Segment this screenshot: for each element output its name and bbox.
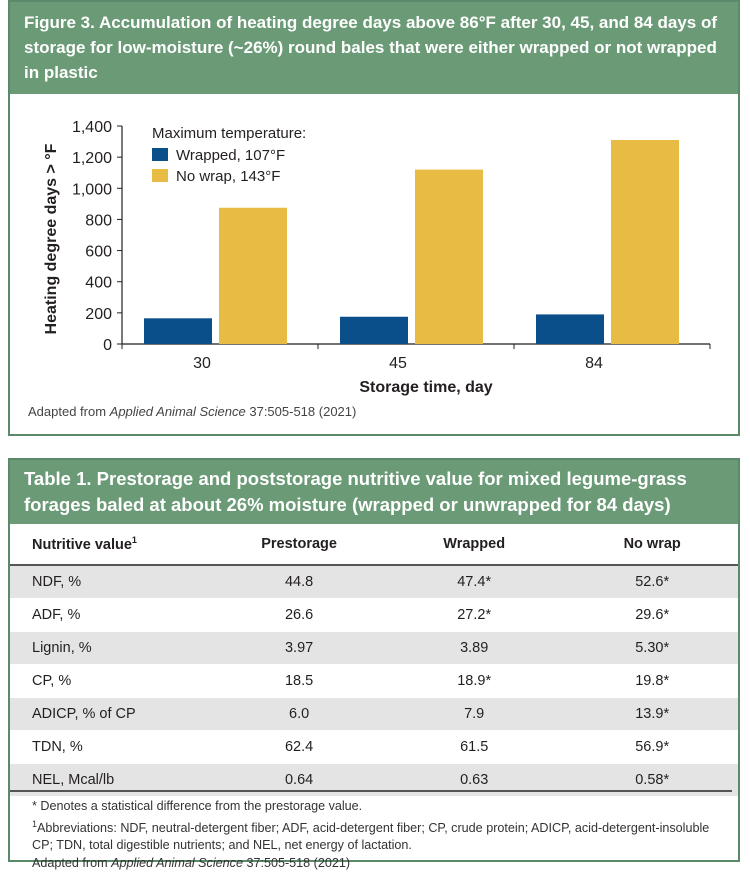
table-source: Adapted from Applied Animal Science 37:5… bbox=[32, 855, 732, 872]
y-tick-label: 1,400 bbox=[72, 119, 112, 136]
table-body: NDF, % 44.8 47.4* 52.6* ADF, % 26.6 27.2* 29.6*… bbox=[10, 565, 738, 797]
bar bbox=[611, 140, 679, 344]
y-tick-label: 1,000 bbox=[72, 181, 112, 198]
table-cell: ADICP, % of CP bbox=[10, 697, 217, 731]
table-cell: 18.9* bbox=[382, 664, 567, 698]
col-header-nowrap: No wrap bbox=[566, 524, 738, 566]
table-row: CP, % 18.5 18.9* 19.8* bbox=[10, 664, 738, 698]
table-title: Table 1. Prestorage and poststorage nutr… bbox=[10, 460, 738, 524]
table-cell: 29.6* bbox=[566, 598, 738, 632]
figure-source: Adapted from Applied Animal Science 37:5… bbox=[28, 404, 356, 419]
note-abbrev-sup: 1 bbox=[32, 818, 38, 829]
table-cell: 27.2* bbox=[382, 598, 567, 632]
bar bbox=[219, 207, 287, 344]
legend-label: Wrapped, 107°F bbox=[176, 147, 285, 164]
table-cell: 56.9* bbox=[566, 730, 738, 764]
bar bbox=[144, 318, 212, 344]
col-header-sup: 1 bbox=[131, 535, 137, 546]
table-row: ADICP, % of CP 6.0 7.9 13.9* bbox=[10, 697, 738, 731]
y-tick-label: 0 bbox=[103, 337, 112, 354]
table-cell: 18.5 bbox=[216, 664, 383, 698]
table-cell: TDN, % bbox=[10, 730, 217, 764]
bar bbox=[340, 316, 408, 344]
table-source-suffix: 37:505-518 (2021) bbox=[242, 855, 351, 870]
nutritive-table: Nutritive value1 Prestorage Wrapped No w… bbox=[10, 524, 738, 797]
y-tick-label: 1,200 bbox=[72, 150, 112, 167]
table-cell: 61.5 bbox=[382, 730, 567, 764]
bar bbox=[415, 169, 483, 344]
x-tick-label: 30 bbox=[193, 355, 211, 372]
y-tick-label: 400 bbox=[85, 275, 112, 292]
table-source-journal: Applied Animal Science bbox=[111, 855, 243, 870]
table-cell: 3.97 bbox=[216, 631, 383, 665]
y-tick-label: 200 bbox=[85, 306, 112, 323]
col-header-wrapped: Wrapped bbox=[382, 524, 567, 566]
table-cell: 5.30* bbox=[566, 631, 738, 665]
y-tick-label: 600 bbox=[85, 244, 112, 261]
table-cell: Lignin, % bbox=[10, 631, 217, 665]
note-star: * Denotes a statistical difference from … bbox=[32, 799, 363, 813]
table-cell: 47.4* bbox=[382, 565, 567, 599]
table-cell: 62.4 bbox=[216, 730, 383, 764]
table-notes: * Denotes a statistical difference from … bbox=[10, 790, 732, 872]
bar bbox=[536, 314, 604, 344]
table-cell: 26.6 bbox=[216, 598, 383, 632]
table-cell: 3.89 bbox=[382, 631, 567, 665]
table-row: ADF, % 26.6 27.2* 29.6* bbox=[10, 598, 738, 632]
table-row: NDF, % 44.8 47.4* 52.6* bbox=[10, 565, 738, 599]
col-header-nutritive-label: Nutritive value bbox=[32, 536, 132, 553]
x-tick-label: 84 bbox=[585, 355, 603, 372]
table-cell: ADF, % bbox=[10, 598, 217, 632]
table-cell: 7.9 bbox=[382, 697, 567, 731]
table-cell: NDF, % bbox=[10, 565, 217, 599]
x-axis-title: Storage time, day bbox=[359, 379, 492, 396]
bar-chart: 0 200 400 600 800 1,000 1,200 1,400 30 45 84 Storag… bbox=[10, 94, 738, 434]
x-tick-label: 45 bbox=[389, 355, 407, 372]
col-header-nutritive: Nutritive value1 bbox=[10, 524, 217, 566]
table-cell: 19.8* bbox=[566, 664, 738, 698]
figure-title: Figure 3. Accumulation of heating degree… bbox=[10, 2, 738, 94]
table-cell: 44.8 bbox=[216, 565, 383, 599]
col-header-prestorage: Prestorage bbox=[216, 524, 383, 566]
table-cell: 13.9* bbox=[566, 697, 738, 731]
legend-swatch bbox=[152, 148, 168, 161]
legend-title: Maximum temperature: bbox=[152, 125, 306, 142]
table-panel: Table 1. Prestorage and poststorage nutr… bbox=[8, 458, 740, 870]
figure-source-suffix: 37:505-518 (2021) bbox=[245, 404, 357, 419]
note-abbrev-block: 1Abbreviations: NDF, neutral-detergent f… bbox=[32, 816, 732, 855]
figure-source-journal: Applied Animal Science bbox=[109, 404, 246, 419]
table-source-prefix: Adapted from bbox=[32, 855, 112, 870]
table-header-row: Nutritive value1 Prestorage Wrapped No w… bbox=[10, 524, 738, 566]
legend-label: No wrap, 143°F bbox=[176, 168, 280, 185]
table-row: NEL, Mcal/lb 0.64 0.63 0.58* bbox=[10, 763, 738, 797]
table-row: Lignin, % 3.97 3.89 5.30* bbox=[10, 631, 738, 665]
table-cell: CP, % bbox=[10, 664, 217, 698]
table-cell: 52.6* bbox=[566, 565, 738, 599]
y-tick-label: 800 bbox=[85, 212, 112, 229]
legend-swatch bbox=[152, 169, 168, 182]
figure-panel: Figure 3. Accumulation of heating degree… bbox=[8, 0, 740, 436]
y-axis-title: Heating degree days > °F bbox=[43, 143, 60, 334]
note-abbrev: Abbreviations: NDF, neutral-detergent fi… bbox=[32, 820, 710, 853]
table-cell: 6.0 bbox=[216, 697, 383, 731]
figure-source-prefix: Adapted from bbox=[28, 404, 110, 419]
chart-svg: 0 200 400 600 800 1,000 1,200 1,400 30 45 84 Storag… bbox=[43, 119, 711, 396]
table-row: TDN, % 62.4 61.5 56.9* bbox=[10, 730, 738, 764]
